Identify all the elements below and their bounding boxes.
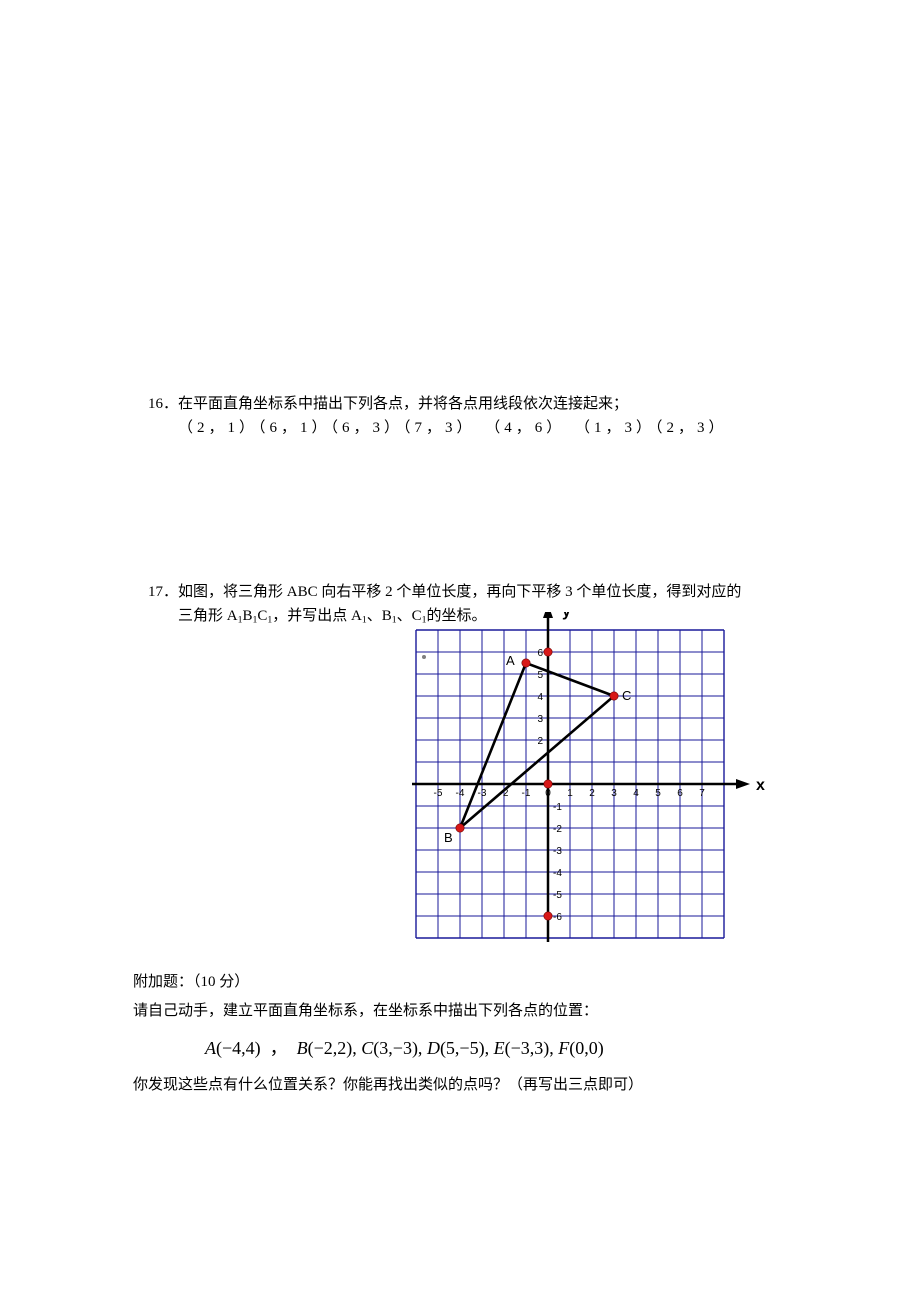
svg-text:3: 3 — [611, 788, 617, 799]
svg-text:7: 7 — [699, 788, 705, 799]
svg-text:4: 4 — [537, 692, 543, 703]
svg-text:-6: -6 — [553, 912, 562, 923]
svg-text:2: 2 — [589, 788, 595, 799]
svg-text:5: 5 — [655, 788, 661, 799]
svg-text:-4: -4 — [456, 788, 465, 799]
svg-text:0: 0 — [545, 788, 551, 799]
q17-line1: 17．如图，将三角形 ABC 向右平移 2 个单位长度，再向下平移 3 个单位长… — [148, 580, 788, 604]
svg-text:y: y — [562, 612, 571, 620]
appendix-formula: A(−4,4) ， B(−2,2), C(3,−3), D(5,−5), E(−… — [133, 1031, 793, 1065]
question-16: 16．在平面直角坐标系中描出下列各点，并将各点用线段依次连接起来； （2，1）（… — [148, 392, 788, 440]
svg-text:-2: -2 — [553, 824, 562, 835]
svg-text:C: C — [622, 688, 631, 703]
appendix-line2: 你发现这些点有什么位置关系？你能再找出类似的点吗？（再写出三点即可） — [133, 1071, 793, 1100]
appendix-section: 附加题：（10 分） 请自己动手，建立平面直角坐标系，在坐标系中描出下列各点的位… — [133, 968, 793, 1100]
svg-text:6: 6 — [677, 788, 683, 799]
svg-text:-1: -1 — [522, 788, 531, 799]
svg-text:-4: -4 — [553, 868, 562, 879]
svg-text:3: 3 — [537, 714, 543, 725]
svg-text:4: 4 — [633, 788, 639, 799]
svg-text:2: 2 — [537, 736, 543, 747]
svg-text:1: 1 — [567, 788, 573, 799]
svg-text:5: 5 — [537, 670, 543, 681]
svg-text:-3: -3 — [553, 846, 562, 857]
q16-line2: （2，1）（6，1）（6，3）（7，3） （4，6） （1，3）（2，3） — [148, 416, 788, 440]
svg-text:-1: -1 — [553, 802, 562, 813]
appendix-line1: 请自己动手，建立平面直角坐标系，在坐标系中描出下列各点的位置： — [133, 997, 793, 1026]
svg-text:-5: -5 — [553, 890, 562, 901]
q16-line1: 16．在平面直角坐标系中描出下列各点，并将各点用线段依次连接起来； — [148, 392, 788, 416]
chart-svg: -5-4-3-2-10123456723456-1-2-3-4-5-6ABCxy — [406, 612, 766, 962]
svg-text:A: A — [506, 653, 515, 668]
svg-text:-5: -5 — [434, 788, 443, 799]
svg-text:x: x — [756, 777, 765, 794]
svg-text:B: B — [444, 830, 453, 845]
svg-text:-3: -3 — [478, 788, 487, 799]
appendix-title: 附加题：（10 分） — [133, 968, 793, 997]
coordinate-chart: -5-4-3-2-10123456723456-1-2-3-4-5-6ABCxy — [406, 612, 766, 962]
svg-text:6: 6 — [537, 648, 543, 659]
